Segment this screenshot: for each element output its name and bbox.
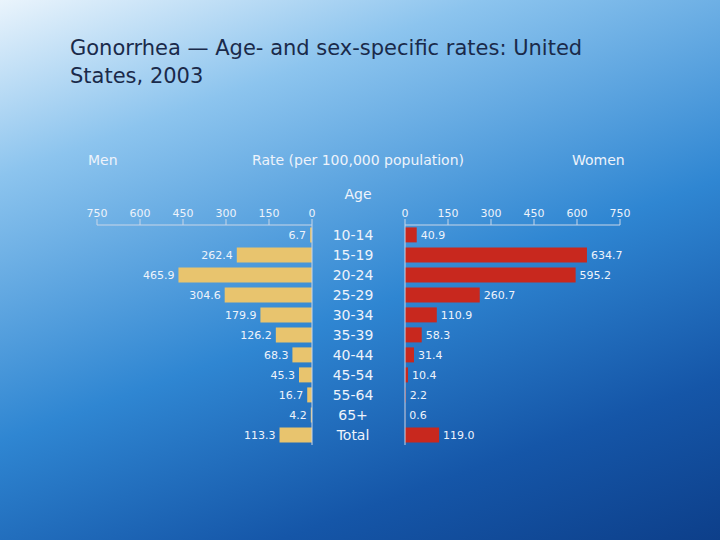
- svg-text:600: 600: [567, 207, 588, 220]
- svg-text:110.9: 110.9: [441, 309, 473, 322]
- svg-text:0: 0: [402, 207, 409, 220]
- html-text:Women: Women: [572, 152, 625, 168]
- svg-text:450: 450: [524, 207, 545, 220]
- html-text:Gonorrhea — Age- and sex-speci: Gonorrhea — Age- and sex-specific rates:…: [70, 36, 583, 88]
- svg-text:65+: 65+: [338, 407, 368, 423]
- svg-text:40.9: 40.9: [421, 229, 446, 242]
- svg-text:16.7: 16.7: [279, 389, 304, 402]
- svg-text:68.3: 68.3: [264, 349, 289, 362]
- svg-text:31.4: 31.4: [418, 349, 443, 362]
- svg-text:Total: Total: [336, 427, 370, 443]
- svg-text:45.3: 45.3: [271, 369, 296, 382]
- svg-text:2.2: 2.2: [410, 389, 428, 402]
- svg-text:6.7: 6.7: [289, 229, 307, 242]
- svg-text:750: 750: [610, 207, 631, 220]
- svg-text:300: 300: [216, 207, 237, 220]
- svg-text:45-54: 45-54: [333, 367, 374, 383]
- html-text:Age: Age: [344, 186, 372, 202]
- html-text:Rate (per 100,000 population): Rate (per 100,000 population): [252, 152, 464, 168]
- svg-text:113.3: 113.3: [244, 429, 276, 442]
- svg-text:30-34: 30-34: [333, 307, 374, 323]
- svg-text:600: 600: [130, 207, 151, 220]
- svg-text:750: 750: [87, 207, 108, 220]
- svg-text:20-24: 20-24: [333, 267, 374, 283]
- svg-text:465.9: 465.9: [143, 269, 175, 282]
- svg-text:0: 0: [309, 207, 316, 220]
- svg-text:300: 300: [481, 207, 502, 220]
- svg-text:179.9: 179.9: [225, 309, 256, 322]
- svg-text:35-39: 35-39: [333, 327, 374, 343]
- svg-text:262.4: 262.4: [201, 249, 233, 262]
- svg-text:450: 450: [173, 207, 194, 220]
- svg-text:4.2: 4.2: [289, 409, 307, 422]
- svg-text:0.6: 0.6: [409, 409, 427, 422]
- svg-text:25-29: 25-29: [333, 287, 374, 303]
- svg-text:150: 150: [438, 207, 459, 220]
- svg-text:126.2: 126.2: [240, 329, 272, 342]
- svg-text:260.7: 260.7: [484, 289, 516, 302]
- svg-text:15-19: 15-19: [333, 247, 374, 263]
- svg-text:40-44: 40-44: [333, 347, 374, 363]
- svg-text:119.0: 119.0: [443, 429, 475, 442]
- svg-text:55-64: 55-64: [333, 387, 374, 403]
- svg-text:595.2: 595.2: [580, 269, 612, 282]
- svg-text:150: 150: [259, 207, 280, 220]
- svg-text:10.4: 10.4: [412, 369, 437, 382]
- svg-text:58.3: 58.3: [426, 329, 451, 342]
- svg-text:10-14: 10-14: [333, 227, 374, 243]
- html-text:Men: Men: [88, 152, 118, 168]
- svg-text:634.7: 634.7: [591, 249, 623, 262]
- svg-text:304.6: 304.6: [189, 289, 221, 302]
